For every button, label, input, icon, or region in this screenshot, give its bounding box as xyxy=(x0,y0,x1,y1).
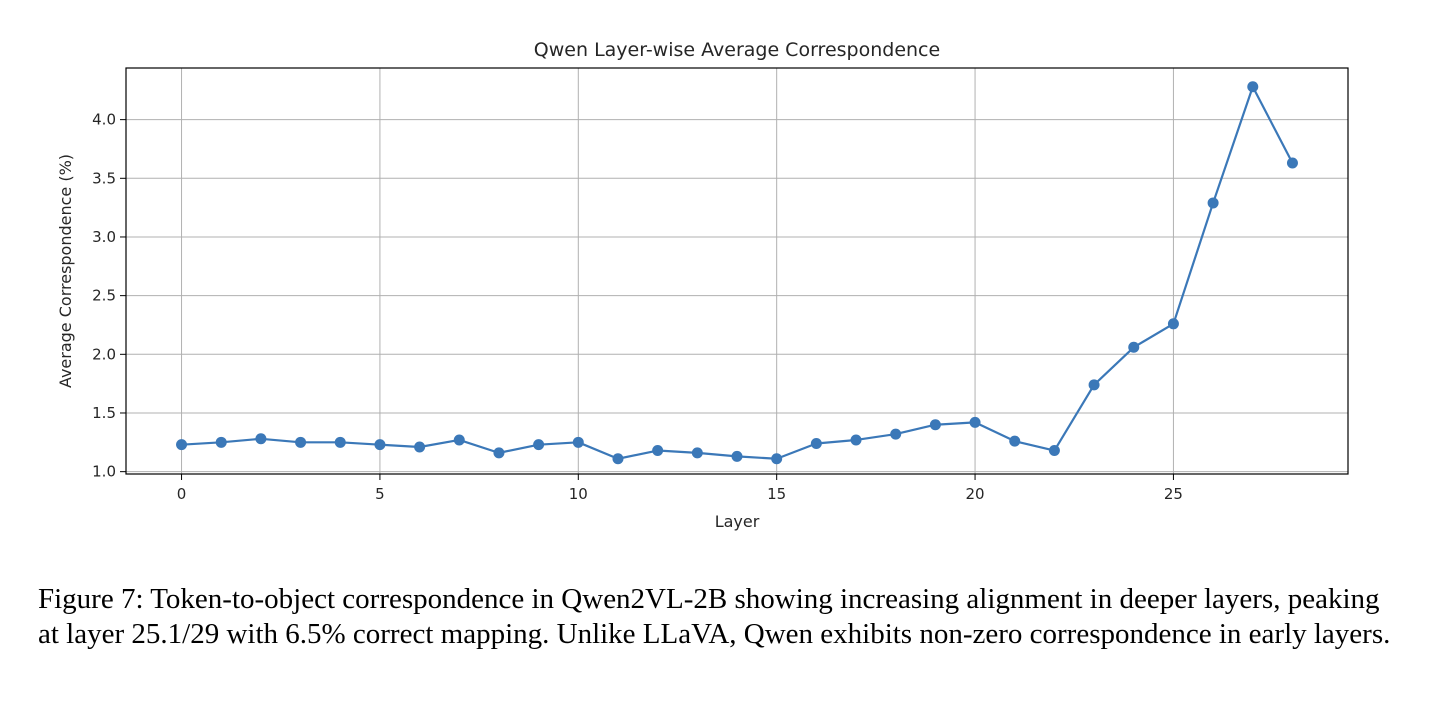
y-axis-label: Average Correspondence (%) xyxy=(56,154,75,388)
plot-frame xyxy=(125,67,1349,475)
x-tick-label: 25 xyxy=(1164,485,1183,503)
data-point xyxy=(374,439,386,451)
x-tick-label: 20 xyxy=(966,485,985,503)
data-point xyxy=(1286,157,1298,169)
data-point xyxy=(771,453,783,465)
data-point xyxy=(176,439,188,451)
data-point xyxy=(334,436,346,448)
data-point xyxy=(1009,435,1021,447)
y-tick-label: 4.0 xyxy=(92,111,116,129)
y-tick-label: 2.5 xyxy=(92,287,116,305)
data-point xyxy=(731,450,743,462)
data-point xyxy=(572,436,584,448)
y-tick-label: 3.5 xyxy=(92,169,116,187)
data-point xyxy=(810,437,822,449)
data-point xyxy=(414,441,426,453)
figure-caption: Figure 7: Token-to-object correspondence… xyxy=(38,583,1391,650)
data-point xyxy=(1088,379,1100,391)
data-point xyxy=(850,434,862,446)
x-tick-label: 0 xyxy=(177,485,187,503)
data-point xyxy=(533,439,545,451)
data-point xyxy=(652,445,664,457)
y-tick-label: 1.5 xyxy=(92,404,116,422)
data-point xyxy=(691,447,703,459)
data-point xyxy=(1247,81,1259,93)
data-point xyxy=(493,447,505,459)
data-point xyxy=(1207,197,1219,209)
data-point xyxy=(215,436,227,448)
x-tick-label: 15 xyxy=(767,485,786,503)
y-tick-label: 3.0 xyxy=(92,228,116,246)
data-point xyxy=(612,453,624,465)
x-axis-label: Layer xyxy=(715,512,760,531)
y-tick-label: 2.0 xyxy=(92,345,116,363)
series-line xyxy=(181,85,1294,460)
x-tick-label: 5 xyxy=(375,485,385,503)
line-chart: 0 5 10 15 20 25 1.0 1.5 2.0 2.5 3.0 3.5 4.0 Qwen Laye… xyxy=(56,39,1349,531)
x-tick-label: 10 xyxy=(569,485,588,503)
data-point xyxy=(1167,318,1179,330)
y-tick-label: 1.0 xyxy=(92,463,116,481)
data-point xyxy=(890,428,902,440)
data-point xyxy=(1128,341,1140,353)
data-point xyxy=(255,433,267,445)
data-point xyxy=(453,434,465,446)
data-point xyxy=(929,419,941,431)
data-point xyxy=(1048,445,1060,457)
data-point xyxy=(295,436,307,448)
data-point xyxy=(969,416,981,428)
chart-title: Qwen Layer-wise Average Correspondence xyxy=(534,39,940,61)
